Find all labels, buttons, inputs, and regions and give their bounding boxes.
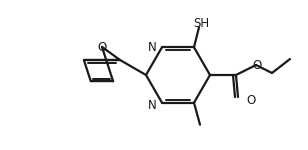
Text: SH: SH: [193, 17, 209, 30]
Text: N: N: [148, 41, 157, 54]
Text: O: O: [246, 94, 255, 107]
Text: N: N: [148, 99, 157, 112]
Text: O: O: [97, 41, 107, 54]
Text: O: O: [252, 59, 261, 72]
